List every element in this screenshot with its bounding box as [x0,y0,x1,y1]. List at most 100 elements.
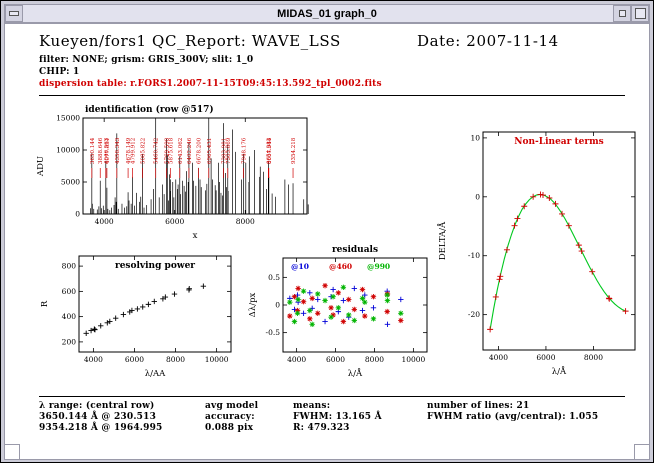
model-accuracy-block: avg model accuracy: 0.088 pix [205,401,258,434]
svg-text:-20: -20 [468,310,480,319]
svg-text:800: 800 [62,262,77,271]
svg-text:4077.831: 4077.831 [105,138,111,164]
footer-divider [39,396,625,397]
svg-text:4000: 4000 [489,353,508,362]
svg-text:residuals: residuals [332,245,378,255]
header-divider [39,95,625,96]
svg-text:8000: 8000 [166,355,185,364]
svg-text:4000: 4000 [84,355,103,364]
svg-text:-10: -10 [468,251,480,260]
model-accuracy-label-1: avg model [205,401,259,411]
lambda-range-title: λ range: (central row) [39,401,155,411]
svg-text:10000: 10000 [401,355,425,364]
number-of-lines: number of lines: 21 [427,401,530,411]
window-menu-button[interactable] [5,5,23,22]
svg-text:4000: 4000 [95,217,114,226]
svg-text:5000: 5000 [61,178,80,187]
svg-text:λ/Å: λ/Å [348,367,363,379]
svg-text:6678.200: 6678.200 [197,137,203,164]
maximize-icon [634,8,646,19]
report-date: Date: 2007-11-14 [417,32,559,50]
svg-text:@990: @990 [367,262,390,271]
svg-text:0: 0 [75,210,80,219]
fwhm-ratio: FWHM ratio (avg/central): 1.055 [427,412,599,422]
means-block: means: FWHM: 13.165 Å R: 479.323 [293,401,382,434]
model-accuracy-label-2: accuracy: [205,412,255,422]
svg-text:0: 0 [275,301,280,310]
means-r: R: 479.323 [293,423,350,433]
svg-text:7503.869: 7503.869 [226,137,232,164]
svg-text:Non-Linear terms: Non-Linear terms [514,137,603,147]
means-title: means: [293,401,331,411]
svg-text:resolving power: resolving power [115,261,195,271]
svg-text:10000: 10000 [56,146,80,155]
svg-text:@10: @10 [291,262,309,271]
chart-nonlinear: 4000 6000 8000 10 0 -10 -20 λ/Å DELTA/Å Non-Linea… [436,131,636,377]
svg-text:6000: 6000 [125,355,144,364]
svg-text:@460: @460 [329,262,352,271]
svg-text:5460.742: 5460.742 [154,138,160,164]
svg-text:ADU: ADU [36,156,46,177]
svg-text:Δλ/px: Δλ/px [248,292,258,317]
svg-text:6000: 6000 [165,217,184,226]
chart-identification: 4000 6000 8000 0 5000 10000 15000 x ADU identific… [36,104,309,241]
minimize-button[interactable] [613,5,631,22]
maximize-button[interactable] [631,5,649,22]
minimize-icon [618,10,626,17]
svg-text:6000: 6000 [326,355,345,364]
svg-text:DELTA/Å: DELTA/Å [436,221,448,260]
svg-text:0.5: 0.5 [268,273,280,282]
svg-text:8667.944: 8667.944 [267,137,273,164]
svg-text:5875.618: 5875.618 [168,137,174,164]
window-menu-icon [9,11,19,16]
dispersion-table-line: dispersion table: r.FORS1.2007-11-15T09:… [39,79,382,89]
svg-text:0: 0 [475,192,480,201]
lambda-range-block: λ range: (central row) 3650.144 Å @ 230.… [39,401,163,434]
svg-text:3650.144: 3650.144 [90,137,96,164]
svg-text:8654.383: 8654.383 [266,137,272,164]
model-accuracy-value: 0.088 pix [205,423,254,433]
svg-text:7948.176: 7948.176 [241,137,247,164]
svg-text:-0.5: -0.5 [266,328,281,337]
svg-text:5769.598: 5769.598 [165,137,171,164]
svg-text:3888.646: 3888.646 [98,137,104,164]
resize-handle-bottom-left[interactable] [5,444,20,459]
means-fwhm: FWHM: 13.165 Å [293,412,382,422]
lambda-range-max: 9354.218 Å @ 1964.995 [39,423,163,433]
svg-text:4799.912: 4799.912 [130,138,136,164]
svg-text:6965.431: 6965.431 [207,138,213,164]
report-canvas: Kueyen/fors1 QC_Report: WAVE_LSS Date: 2… [4,23,650,460]
svg-text:λ/Å: λ/Å [552,365,567,377]
report-title: Kueyen/fors1 QC_Report: WAVE_LSS [39,32,341,50]
window-title: MIDAS_01 graph_0 [277,7,377,20]
svg-text:4046.563: 4046.563 [104,137,110,164]
svg-text:15000: 15000 [56,114,80,123]
svg-text:10000: 10000 [205,355,229,364]
svg-text:10: 10 [470,133,480,142]
svg-text:4358.343: 4358.343 [115,137,121,164]
svg-text:6402.246: 6402.246 [187,137,193,164]
chart-resolving: 4000 6000 8000 10000 200 400 600 800 λ/AA Rresolv… [40,255,232,379]
filter-grism-slit-line: filter: NONE; grism: GRIS_300V; slit: 1_… [39,55,254,65]
svg-text:identification (row @517): identification (row @517) [85,104,214,115]
svg-text:λ/AA: λ/AA [145,369,166,379]
svg-text:200: 200 [62,337,77,346]
svg-text:5085.822: 5085.822 [140,138,146,164]
svg-text:4678.149: 4678.149 [126,137,132,164]
svg-text:8000: 8000 [584,353,603,362]
plots-area: 4000 6000 8000 0 5000 10000 15000 x ADU identific… [5,24,649,459]
lines-count-block: number of lines: 21 FWHM ratio (avg/cent… [427,401,598,423]
svg-text:8000: 8000 [236,217,255,226]
titlebar[interactable]: MIDAS_01 graph_0 [4,4,650,23]
chip-line: CHIP: 1 [39,67,80,77]
svg-text:4000: 4000 [287,355,306,364]
svg-text:R: R [40,300,50,307]
svg-text:8000: 8000 [365,355,384,364]
svg-text:7383.981: 7383.981 [222,138,228,164]
svg-text:9354.218: 9354.218 [291,137,297,164]
resize-handle-bottom-right[interactable] [634,444,649,459]
lambda-range-min: 3650.144 Å @ 230.513 [39,412,157,422]
svg-text:6143.062: 6143.062 [178,138,184,164]
chart-residuals: 4000 6000 8000 10000 0.5 0 -0.5 λ/Å Δλ/px residua… [248,245,428,379]
